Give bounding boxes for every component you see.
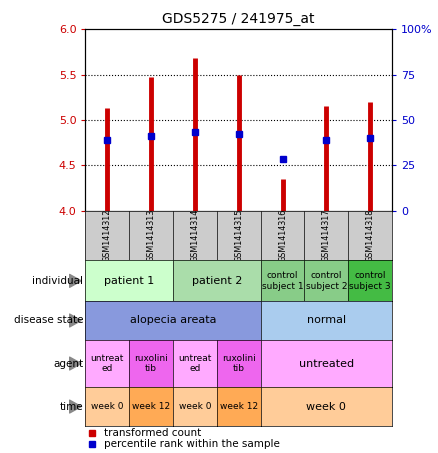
Text: patient 1: patient 1 bbox=[104, 276, 154, 286]
Text: GSM1414317: GSM1414317 bbox=[322, 209, 331, 262]
Text: week 0: week 0 bbox=[179, 402, 211, 411]
Polygon shape bbox=[69, 314, 81, 327]
Text: week 0: week 0 bbox=[306, 401, 346, 412]
Text: GSM1414315: GSM1414315 bbox=[234, 209, 243, 262]
Text: untreat
ed: untreat ed bbox=[178, 354, 212, 373]
Text: week 12: week 12 bbox=[132, 402, 170, 411]
Text: GSM1414318: GSM1414318 bbox=[366, 209, 374, 262]
Text: GSM1414314: GSM1414314 bbox=[191, 209, 199, 262]
Text: patient 2: patient 2 bbox=[191, 276, 242, 286]
Text: normal: normal bbox=[307, 315, 346, 326]
Text: percentile rank within the sample: percentile rank within the sample bbox=[104, 439, 280, 449]
Text: GSM1414313: GSM1414313 bbox=[147, 209, 155, 262]
Text: untreated: untreated bbox=[299, 358, 354, 369]
Polygon shape bbox=[69, 357, 81, 370]
Text: week 12: week 12 bbox=[219, 402, 258, 411]
Text: GSM1414316: GSM1414316 bbox=[278, 209, 287, 262]
Text: GSM1414312: GSM1414312 bbox=[103, 209, 112, 262]
Polygon shape bbox=[69, 275, 81, 287]
Text: week 0: week 0 bbox=[91, 402, 124, 411]
Text: untreat
ed: untreat ed bbox=[91, 354, 124, 373]
Text: transformed count: transformed count bbox=[104, 428, 201, 438]
Polygon shape bbox=[69, 400, 81, 413]
Text: time: time bbox=[60, 401, 83, 412]
Text: ruxolini
tib: ruxolini tib bbox=[134, 354, 168, 373]
Text: agent: agent bbox=[53, 358, 83, 369]
Text: control
subject 3: control subject 3 bbox=[349, 271, 391, 290]
Text: control
subject 1: control subject 1 bbox=[261, 271, 304, 290]
Text: alopecia areata: alopecia areata bbox=[130, 315, 216, 326]
Text: disease state: disease state bbox=[14, 315, 83, 326]
Text: individual: individual bbox=[32, 276, 83, 286]
Text: ruxolini
tib: ruxolini tib bbox=[222, 354, 256, 373]
Text: control
subject 2: control subject 2 bbox=[306, 271, 347, 290]
Title: GDS5275 / 241975_at: GDS5275 / 241975_at bbox=[162, 12, 315, 26]
